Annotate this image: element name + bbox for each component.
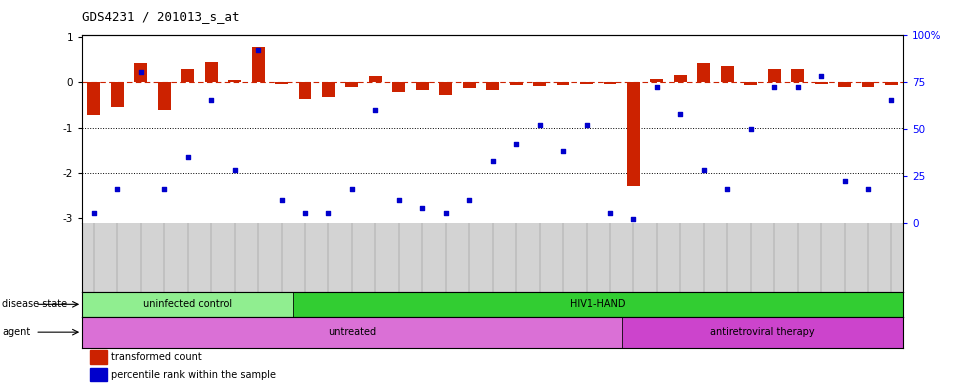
Point	[579, 122, 594, 128]
Bar	[768, 70, 781, 82]
Bar	[134, 63, 147, 82]
Point	[837, 178, 852, 184]
Point	[626, 216, 641, 222]
Bar	[205, 62, 217, 82]
Point	[227, 167, 242, 173]
Bar	[721, 66, 734, 82]
Bar	[298, 82, 311, 99]
Bar	[440, 82, 452, 95]
Point	[462, 197, 477, 203]
Text: uninfected control: uninfected control	[143, 299, 232, 310]
Point	[344, 186, 359, 192]
Point	[555, 148, 571, 154]
Bar	[674, 75, 687, 82]
Point	[720, 186, 735, 192]
Bar	[369, 76, 382, 82]
Point	[298, 210, 313, 217]
Bar	[294, 292, 903, 317]
Text: transformed count: transformed count	[111, 352, 202, 362]
Point	[204, 98, 219, 104]
Point	[696, 167, 712, 173]
Bar	[251, 47, 265, 82]
Point	[438, 210, 453, 217]
Point	[321, 210, 336, 217]
Text: GDS4231 / 201013_s_at: GDS4231 / 201013_s_at	[82, 10, 240, 23]
Bar	[82, 317, 622, 348]
Point	[813, 73, 829, 79]
Bar	[486, 82, 499, 90]
Text: agent: agent	[2, 327, 30, 337]
Point	[273, 197, 289, 203]
Text: percentile rank within the sample: percentile rank within the sample	[111, 369, 276, 379]
Bar	[91, 367, 106, 381]
Bar	[814, 82, 828, 84]
Point	[156, 186, 172, 192]
Bar	[346, 82, 358, 87]
Bar	[650, 79, 664, 82]
Bar	[415, 82, 429, 90]
Point	[250, 46, 266, 53]
Text: HIV1-HAND: HIV1-HAND	[571, 299, 626, 310]
Point	[743, 126, 758, 132]
Point	[602, 210, 617, 217]
Text: antiretroviral therapy: antiretroviral therapy	[710, 327, 814, 337]
Point	[672, 111, 688, 117]
Bar	[322, 82, 335, 97]
Bar	[275, 82, 288, 84]
Point	[766, 84, 781, 90]
Point	[391, 197, 407, 203]
Bar	[838, 82, 851, 87]
Point	[368, 107, 384, 113]
Bar	[627, 82, 639, 187]
Bar	[91, 350, 106, 364]
Bar	[392, 82, 406, 92]
Point	[884, 98, 899, 104]
Point	[86, 210, 101, 217]
Bar	[622, 317, 903, 348]
Bar	[82, 292, 294, 317]
Bar	[744, 82, 757, 85]
Text: untreated: untreated	[327, 327, 376, 337]
Bar	[885, 82, 898, 85]
Bar	[604, 82, 616, 84]
Text: disease state: disease state	[2, 299, 67, 310]
Bar	[228, 80, 242, 82]
Point	[133, 69, 149, 75]
Point	[790, 84, 806, 90]
Bar	[580, 82, 593, 84]
Point	[649, 84, 665, 90]
Point	[532, 122, 548, 128]
Point	[861, 186, 876, 192]
Point	[414, 205, 430, 211]
Bar	[533, 82, 546, 86]
Bar	[510, 82, 523, 85]
Point	[508, 141, 524, 147]
Bar	[697, 63, 710, 82]
Bar	[556, 82, 570, 85]
Bar	[182, 69, 194, 82]
Point	[180, 154, 195, 160]
Bar	[111, 82, 124, 107]
Bar	[87, 82, 100, 115]
Bar	[791, 69, 804, 82]
Bar	[862, 82, 874, 87]
Point	[109, 186, 125, 192]
Bar	[157, 82, 171, 110]
Bar	[463, 82, 475, 88]
Point	[485, 157, 500, 164]
